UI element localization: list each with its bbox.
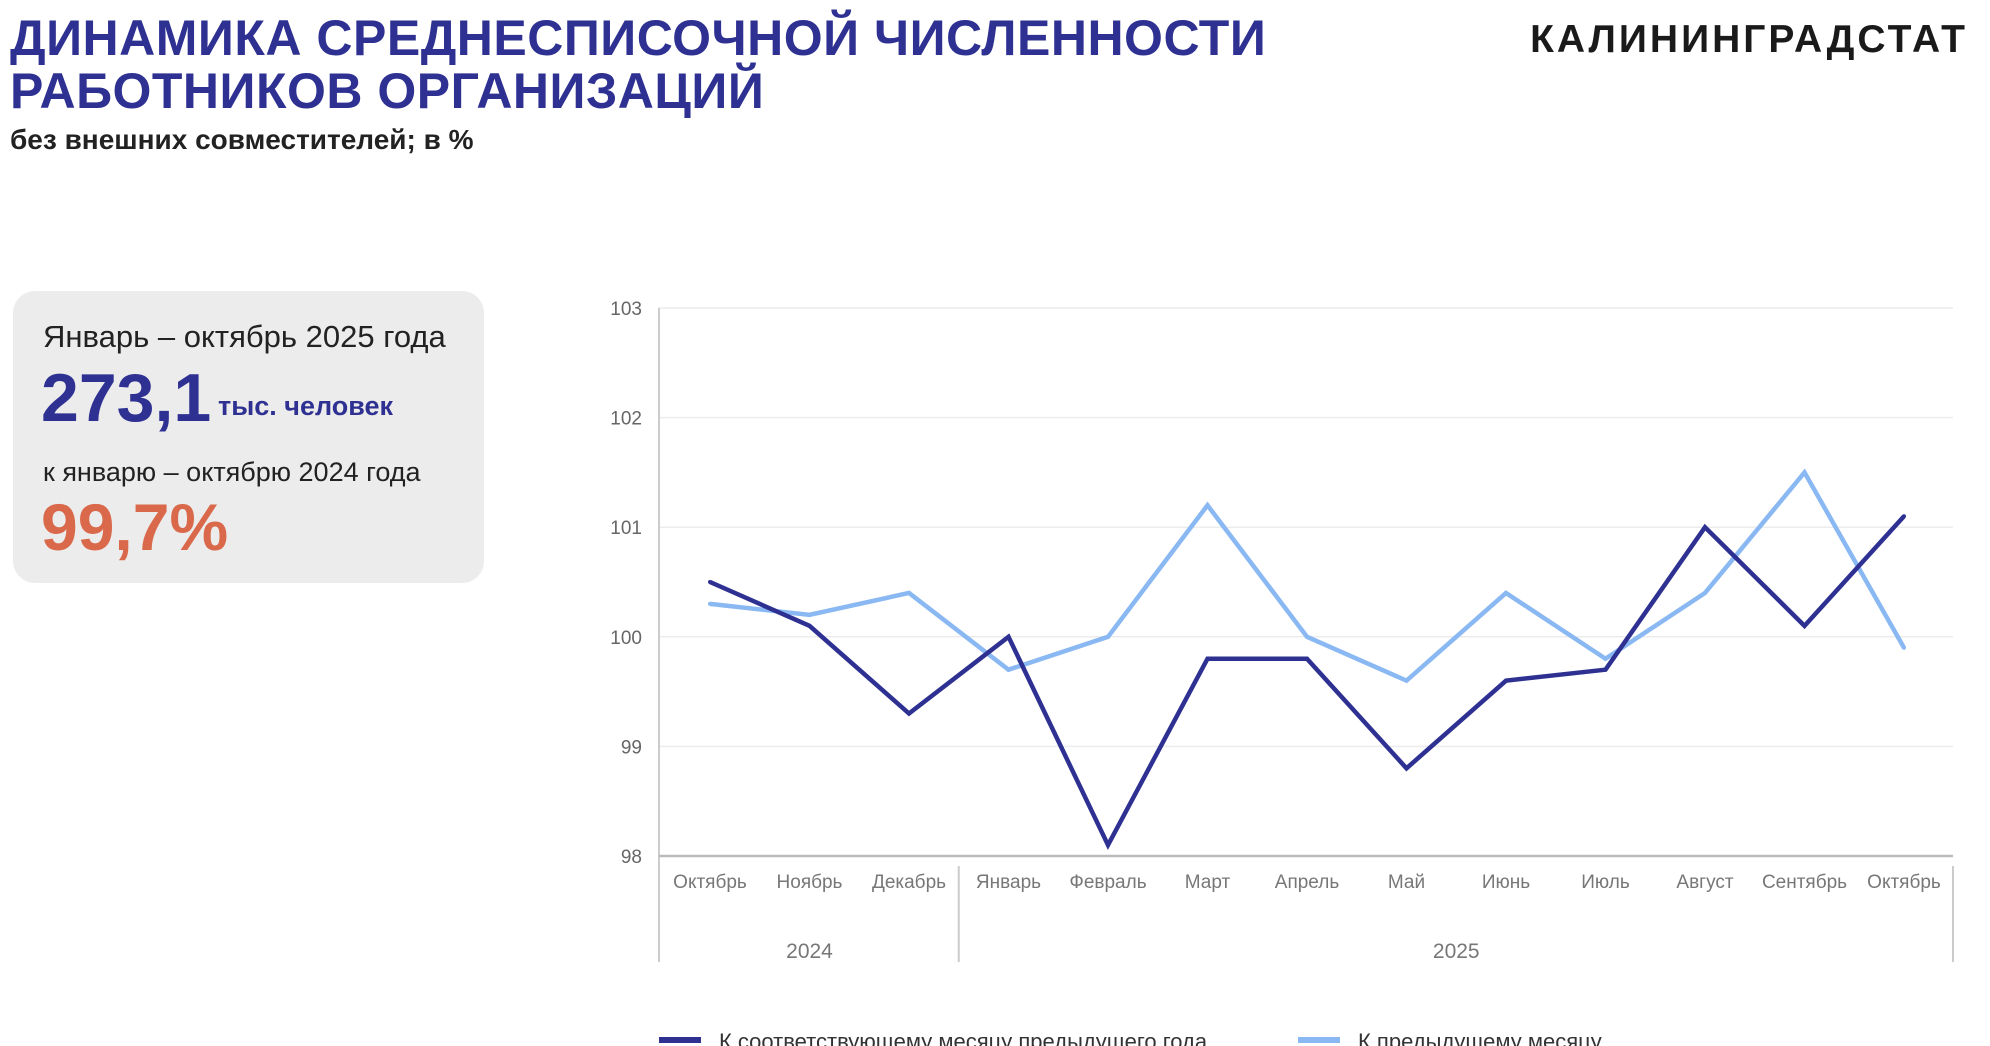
x-tick-label: Май bbox=[1388, 872, 1425, 893]
data-point bbox=[1305, 656, 1309, 661]
x-tick-label: Сентябрь bbox=[1762, 872, 1847, 893]
data-point bbox=[907, 590, 911, 595]
x-tick-label: Ноябрь bbox=[777, 872, 843, 893]
data-point bbox=[1703, 525, 1707, 530]
data-point bbox=[708, 601, 712, 606]
x-tick-label: Июль bbox=[1581, 872, 1630, 893]
data-point bbox=[1006, 667, 1011, 672]
x-tick-label: Январь bbox=[976, 872, 1041, 893]
data-point bbox=[1404, 678, 1409, 683]
x-tick-label: Февраль bbox=[1069, 872, 1146, 893]
x-tick-label: Октябрь bbox=[673, 872, 747, 893]
year-label: 2024 bbox=[786, 940, 833, 963]
series-line-month-over-month bbox=[709, 468, 1906, 684]
y-tick-label: 102 bbox=[610, 409, 642, 430]
x-tick-label: Август bbox=[1676, 872, 1733, 893]
x-tick-label: Июнь bbox=[1482, 872, 1530, 893]
headcount-value: 273,1 bbox=[41, 360, 212, 436]
data-point bbox=[1106, 843, 1110, 848]
x-tick-label: Март bbox=[1185, 872, 1231, 893]
data-point bbox=[1802, 623, 1807, 628]
headcount-unit: тыс. человек bbox=[218, 391, 394, 421]
compare-value: 99,7% bbox=[41, 490, 229, 564]
data-point bbox=[1404, 766, 1409, 771]
data-point bbox=[1902, 645, 1906, 650]
y-tick-label: 101 bbox=[610, 518, 642, 539]
legend-label: К соответствующему месяцу предыдущего го… bbox=[719, 1029, 1208, 1046]
subtitle: без внешних совместителей; в % bbox=[10, 124, 474, 155]
data-point bbox=[1205, 656, 1210, 661]
data-point bbox=[1305, 634, 1309, 639]
period-label: Январь – октябрь 2025 года bbox=[43, 319, 446, 354]
compare-label: к январю – октябрю 2024 года bbox=[43, 457, 421, 487]
data-point bbox=[1603, 656, 1608, 661]
data-point bbox=[1603, 667, 1608, 672]
logo: КАЛИНИНГРАДСТАТ bbox=[1530, 18, 1968, 61]
data-point bbox=[1802, 470, 1807, 475]
x-tick-label: Декабрь bbox=[872, 872, 946, 893]
title-line-1: ДИНАМИКА СРЕДНЕСПИСОЧНОЙ ЧИСЛЕННОСТИ bbox=[10, 10, 1267, 66]
data-point bbox=[708, 580, 712, 584]
data-point bbox=[1902, 514, 1906, 519]
data-point bbox=[907, 711, 911, 716]
data-point bbox=[807, 612, 812, 617]
data-point bbox=[1504, 678, 1508, 683]
title-line-2: РАБОТНИКОВ ОРГАНИЗАЦИЙ bbox=[10, 63, 765, 119]
summary-card: Январь – октябрь 2025 года 273,1 тыс. че… bbox=[13, 291, 484, 583]
year-label: 2025 bbox=[1433, 940, 1480, 963]
data-point bbox=[1106, 634, 1110, 639]
data-point bbox=[1703, 590, 1707, 595]
x-tick-label: Октябрь bbox=[1867, 872, 1941, 893]
data-point bbox=[807, 623, 812, 628]
y-tick-label: 98 bbox=[621, 847, 642, 868]
data-point bbox=[1205, 503, 1210, 508]
y-tick-label: 99 bbox=[621, 737, 642, 758]
data-point bbox=[1006, 634, 1011, 639]
legend-label: К предыдущему месяцу bbox=[1358, 1029, 1602, 1046]
data-point bbox=[1504, 590, 1508, 595]
y-tick-label: 103 bbox=[610, 299, 642, 320]
y-tick-label: 100 bbox=[610, 628, 642, 649]
x-tick-label: Апрель bbox=[1275, 872, 1340, 893]
page-title: ДИНАМИКА СРЕДНЕСПИСОЧНОЙ ЧИСЛЕННОСТИ РАБ… bbox=[10, 12, 1266, 118]
